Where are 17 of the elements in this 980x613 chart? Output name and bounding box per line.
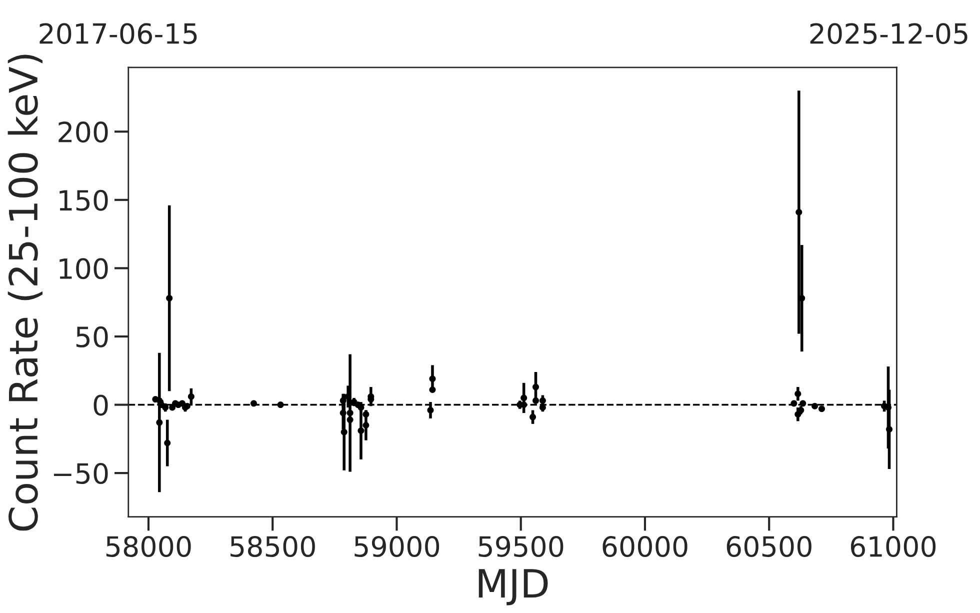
- text: 2025-12-05: [810, 23, 968, 44]
- x-tick-label: 58000: [106, 536, 191, 558]
- x-tick-label: 59000: [354, 536, 440, 558]
- x-tick-label: 59500: [478, 536, 564, 558]
- x-tick-label: 61000: [850, 536, 936, 558]
- y-tick-label: 150: [60, 190, 108, 211]
- y-tick-label: −50: [54, 462, 108, 484]
- y-axis-title: Count Rate (25-100 keV): [8, 54, 42, 531]
- text: 2017-06-15: [40, 23, 197, 44]
- x-axis-title: MJD: [478, 569, 548, 606]
- x-tick-label: 60000: [602, 536, 688, 558]
- y-tick-label: 200: [58, 122, 108, 143]
- y-tick-label: 0: [94, 394, 108, 416]
- x-tick-label: 60500: [726, 536, 812, 558]
- x-tick-label: 58500: [230, 536, 315, 558]
- y-tick-label: 50: [76, 326, 108, 348]
- y-tick-label: 100: [60, 258, 108, 280]
